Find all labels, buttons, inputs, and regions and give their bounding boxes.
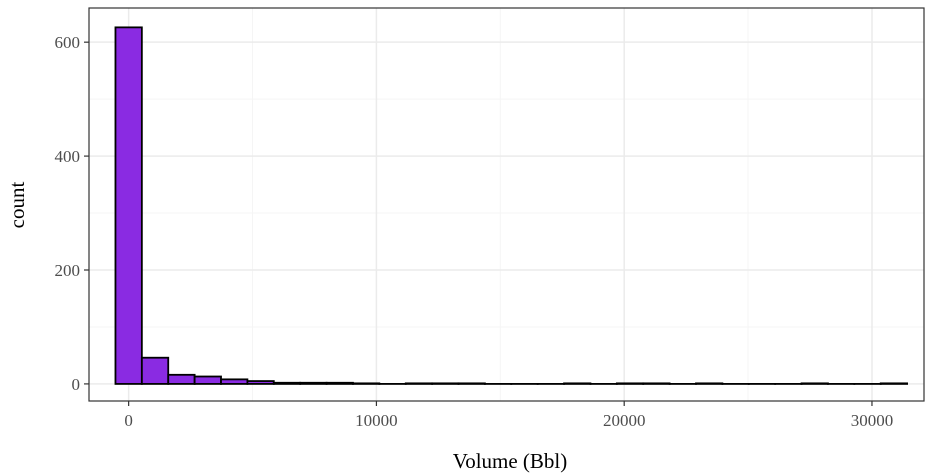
x-tick-label: 30000 [851,411,894,430]
x-tick-label: 0 [124,411,133,430]
histogram-bar [879,382,909,385]
histogram-bar [140,356,170,385]
histogram-bar [404,382,434,385]
histogram-bar [642,382,671,385]
y-tick-label: 200 [55,261,81,280]
grid-minor-lines [89,8,924,401]
x-tick-label: 20000 [603,411,646,430]
histogram-bar [431,382,460,385]
y-tick-label: 0 [72,375,81,394]
histogram-bars [114,26,909,385]
histogram-bar [695,382,724,385]
histogram-bar [246,380,275,385]
y-axis: 0 200 400 600 [55,33,89,394]
histogram-bar [325,381,354,385]
y-tick-label: 600 [55,33,81,52]
histogram-bar [167,373,196,385]
histogram-bar [800,382,829,385]
histogram-bar [352,382,381,385]
x-axis: 0 10000 20000 30000 [124,401,893,430]
x-axis-title: Volume (Bbl) [453,449,568,473]
histogram-bar [272,381,302,385]
y-axis-title: count [5,182,29,229]
histogram-bar [299,381,328,385]
histogram-bar [615,382,645,385]
histogram-bar [457,382,486,385]
histogram-bar [220,378,249,385]
y-tick-label: 400 [55,147,81,166]
panel-border [88,7,925,402]
x-tick-label: 10000 [355,411,398,430]
histogram-bar [193,375,222,385]
histogram-bar [563,382,592,385]
histogram-bar [114,26,143,385]
